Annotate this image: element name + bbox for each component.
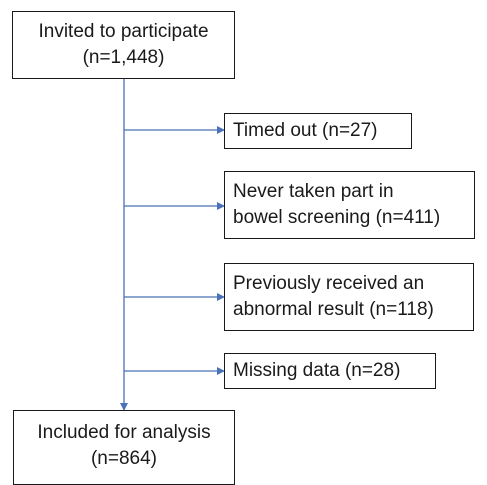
exclusion-box-label-line1: Never taken part in	[233, 181, 394, 202]
exclusion-box-timed-out: Timed out (n=27)	[224, 113, 412, 149]
exclusion-box-never-screened: Never taken part in bowel screening (n=4…	[224, 171, 475, 239]
exclusion-box-label-line1: Previously received an	[233, 273, 425, 294]
exclusion-box-label-line2: bowel screening (n=411)	[233, 207, 441, 228]
exclusion-box-label: Missing data (n=28)	[233, 360, 401, 381]
included-box: Included for analysis (n=864)	[13, 410, 235, 485]
invited-box-label: Invited to participate	[38, 21, 209, 42]
exclusion-box-label: Timed out (n=27)	[233, 120, 378, 141]
included-box-label: Included for analysis	[37, 422, 211, 443]
exclusion-box-missing-data: Missing data (n=28)	[224, 353, 436, 389]
included-box-count: (n=864)	[90, 448, 158, 469]
exclusion-box-abnormal-result: Previously received an abnormal result (…	[224, 263, 474, 331]
invited-box-count: (n=1,448)	[82, 47, 165, 68]
exclusion-box-label-line2: abnormal result (n=118)	[233, 299, 434, 320]
invited-box: Invited to participate (n=1,448)	[12, 11, 235, 79]
